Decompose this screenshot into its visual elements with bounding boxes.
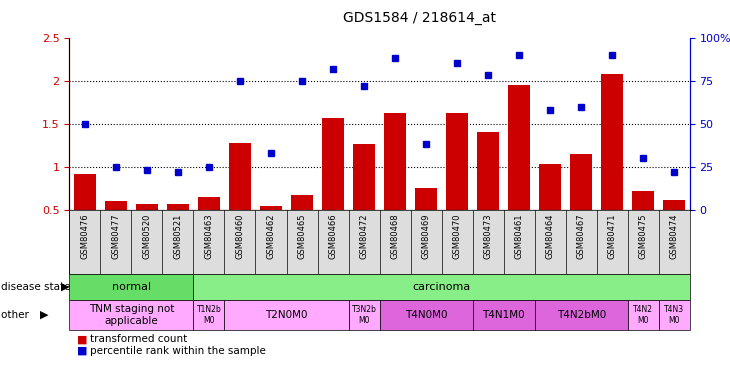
Bar — [415, 188, 437, 253]
Text: T4N3
M0: T4N3 M0 — [664, 305, 685, 325]
Bar — [193, 274, 690, 300]
Text: ▶: ▶ — [61, 282, 69, 292]
Bar — [136, 204, 158, 253]
Text: ■: ■ — [77, 334, 91, 344]
Bar — [508, 85, 530, 253]
Bar — [664, 200, 685, 253]
Text: ■: ■ — [77, 346, 91, 355]
Bar — [570, 154, 592, 253]
Text: GSM80477: GSM80477 — [112, 213, 120, 259]
Text: carcinoma: carcinoma — [412, 282, 471, 292]
Bar — [477, 132, 499, 253]
Text: GSM80461: GSM80461 — [515, 213, 523, 259]
Text: GSM80468: GSM80468 — [391, 213, 399, 259]
Text: GSM80475: GSM80475 — [639, 213, 648, 259]
Text: GSM80473: GSM80473 — [484, 213, 493, 259]
Text: GSM80476: GSM80476 — [80, 213, 89, 259]
Bar — [658, 300, 690, 330]
Text: other: other — [1, 310, 32, 320]
Text: T4N2bM0: T4N2bM0 — [557, 310, 606, 320]
Text: GSM80466: GSM80466 — [328, 213, 337, 259]
Text: GSM80465: GSM80465 — [298, 213, 307, 259]
Text: GSM80470: GSM80470 — [453, 213, 461, 259]
Bar — [534, 300, 628, 330]
Bar — [224, 300, 348, 330]
Text: ▶: ▶ — [40, 310, 49, 320]
Text: T2N0M0: T2N0M0 — [265, 310, 308, 320]
Bar — [193, 300, 225, 330]
Text: transformed count: transformed count — [90, 334, 187, 344]
Bar — [473, 300, 534, 330]
Text: GSM80460: GSM80460 — [236, 213, 245, 259]
Text: T4N2
M0: T4N2 M0 — [634, 305, 653, 325]
Bar — [69, 300, 193, 330]
Bar — [167, 204, 189, 253]
Bar — [353, 144, 375, 253]
Text: normal: normal — [112, 282, 151, 292]
Text: T4N1M0: T4N1M0 — [483, 310, 525, 320]
Text: GDS1584 / 218614_at: GDS1584 / 218614_at — [343, 11, 496, 25]
Bar — [446, 112, 468, 253]
Bar — [348, 300, 380, 330]
Text: GSM80472: GSM80472 — [360, 213, 369, 259]
Text: GSM80463: GSM80463 — [204, 213, 213, 259]
Text: GSM80467: GSM80467 — [577, 213, 585, 259]
Bar — [380, 300, 472, 330]
Text: T4N0M0: T4N0M0 — [405, 310, 447, 320]
Text: disease state: disease state — [1, 282, 74, 292]
Bar — [260, 206, 282, 253]
Text: GSM80464: GSM80464 — [546, 213, 555, 259]
Bar — [105, 201, 127, 253]
Bar — [69, 274, 193, 300]
Bar — [632, 191, 654, 253]
Bar — [384, 113, 406, 253]
Text: GSM80474: GSM80474 — [670, 213, 679, 259]
Bar — [602, 74, 623, 253]
Bar — [539, 164, 561, 253]
Text: T3N2b
M0: T3N2b M0 — [352, 305, 377, 325]
Bar — [322, 118, 344, 253]
Text: percentile rank within the sample: percentile rank within the sample — [90, 346, 266, 355]
Text: GSM80520: GSM80520 — [142, 213, 151, 259]
Bar — [74, 174, 96, 253]
Text: GSM80471: GSM80471 — [608, 213, 617, 259]
Text: GSM80469: GSM80469 — [422, 213, 431, 259]
Text: TNM staging not
applicable: TNM staging not applicable — [89, 304, 174, 326]
Text: GSM80521: GSM80521 — [174, 213, 182, 259]
Bar — [198, 197, 220, 253]
Text: T1N2b
M0: T1N2b M0 — [196, 305, 221, 325]
Bar — [628, 300, 658, 330]
Bar — [229, 143, 251, 253]
Text: GSM80462: GSM80462 — [266, 213, 275, 259]
Bar — [291, 195, 313, 253]
